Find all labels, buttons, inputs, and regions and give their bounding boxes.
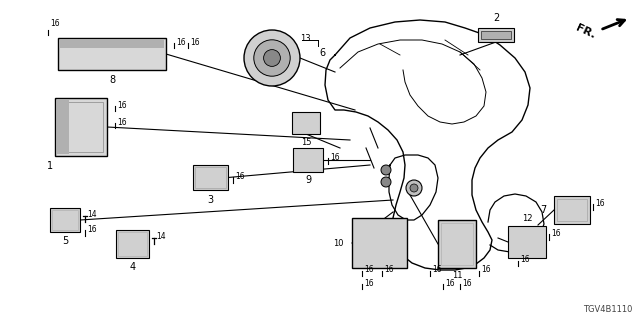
Text: 9: 9 bbox=[305, 175, 311, 185]
Text: 16: 16 bbox=[87, 225, 97, 234]
Text: 16: 16 bbox=[330, 153, 340, 162]
Text: 16: 16 bbox=[462, 278, 472, 287]
Bar bbox=[557, 199, 587, 221]
Bar bbox=[58, 38, 166, 70]
Bar bbox=[59, 102, 103, 152]
Bar bbox=[508, 226, 546, 258]
Text: 16: 16 bbox=[176, 37, 186, 46]
Text: 14: 14 bbox=[156, 231, 166, 241]
Text: 15: 15 bbox=[301, 138, 311, 147]
Text: 5: 5 bbox=[62, 236, 68, 246]
Circle shape bbox=[264, 50, 280, 67]
Text: 4: 4 bbox=[129, 262, 136, 272]
Text: TGV4B1110: TGV4B1110 bbox=[582, 305, 632, 314]
Bar bbox=[352, 218, 407, 268]
Bar bbox=[116, 230, 149, 258]
Text: 7: 7 bbox=[540, 205, 546, 215]
Text: 1: 1 bbox=[47, 161, 53, 171]
Text: 16: 16 bbox=[384, 266, 394, 275]
Text: 16: 16 bbox=[117, 117, 127, 126]
Bar bbox=[441, 223, 473, 265]
Bar bbox=[57, 100, 69, 154]
Text: 10: 10 bbox=[333, 238, 344, 247]
Bar bbox=[60, 40, 164, 48]
Text: 16: 16 bbox=[445, 278, 454, 287]
Text: 6: 6 bbox=[319, 48, 325, 58]
Text: 13: 13 bbox=[300, 34, 310, 43]
Text: 16: 16 bbox=[551, 228, 561, 237]
Text: 16: 16 bbox=[432, 266, 442, 275]
Circle shape bbox=[381, 165, 391, 175]
Bar bbox=[478, 28, 514, 42]
Text: FR.: FR. bbox=[574, 23, 597, 41]
Text: 16: 16 bbox=[364, 266, 374, 275]
Bar bbox=[193, 165, 228, 190]
Bar bbox=[118, 232, 147, 256]
Bar bbox=[292, 112, 320, 134]
Bar bbox=[438, 220, 476, 268]
Bar bbox=[293, 148, 323, 172]
Text: 12: 12 bbox=[522, 213, 532, 222]
Text: 16: 16 bbox=[117, 100, 127, 109]
Bar bbox=[50, 208, 80, 232]
Bar bbox=[554, 196, 590, 224]
Circle shape bbox=[244, 30, 300, 86]
Circle shape bbox=[254, 40, 290, 76]
Bar bbox=[52, 210, 78, 230]
Text: 16: 16 bbox=[595, 198, 605, 207]
Text: 16: 16 bbox=[364, 278, 374, 287]
Text: 16: 16 bbox=[520, 255, 530, 265]
Bar bbox=[481, 31, 511, 39]
Bar bbox=[55, 98, 107, 156]
Text: 8: 8 bbox=[109, 75, 115, 85]
Text: 3: 3 bbox=[207, 195, 214, 205]
Text: 16: 16 bbox=[481, 266, 491, 275]
Text: 2: 2 bbox=[493, 13, 499, 23]
Text: 14: 14 bbox=[87, 210, 97, 219]
Text: 11: 11 bbox=[452, 271, 462, 281]
Text: 16: 16 bbox=[190, 37, 200, 46]
Bar bbox=[195, 167, 226, 188]
Circle shape bbox=[406, 180, 422, 196]
Text: 16: 16 bbox=[50, 19, 60, 28]
Circle shape bbox=[410, 184, 418, 192]
Circle shape bbox=[381, 177, 391, 187]
Text: 16: 16 bbox=[235, 172, 244, 180]
